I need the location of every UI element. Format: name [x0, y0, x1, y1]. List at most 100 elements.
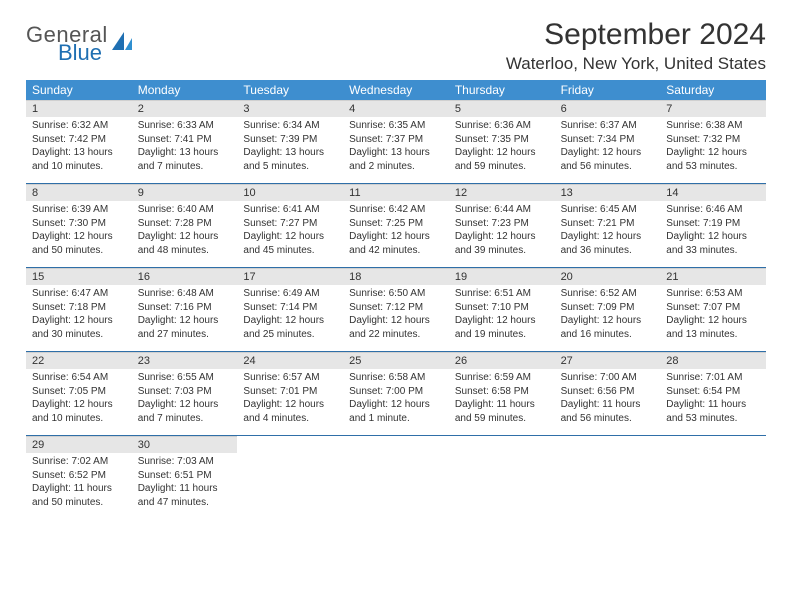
day-number-cell — [237, 436, 343, 453]
day-number-cell: 4 — [343, 100, 449, 117]
day-number-cell: 23 — [132, 352, 238, 369]
sunset-text: Sunset: 7:12 PM — [349, 301, 443, 315]
day-body-cell — [555, 453, 661, 517]
day-body-cell: Sunrise: 6:35 AMSunset: 7:37 PMDaylight:… — [343, 117, 449, 181]
day-number-cell: 5 — [449, 100, 555, 117]
daylight-text: Daylight: 13 hours and 5 minutes. — [243, 146, 337, 173]
sunrise-text: Sunrise: 6:57 AM — [243, 371, 337, 385]
daylight-text: Daylight: 11 hours and 50 minutes. — [32, 482, 126, 509]
title-block: September 2024 Waterloo, New York, Unite… — [506, 18, 766, 74]
sunrise-text: Sunrise: 7:01 AM — [666, 371, 760, 385]
sunset-text: Sunset: 7:41 PM — [138, 133, 232, 147]
day-body-cell: Sunrise: 6:46 AMSunset: 7:19 PMDaylight:… — [660, 201, 766, 265]
day-number-cell: 28 — [660, 352, 766, 369]
sunset-text: Sunset: 7:32 PM — [666, 133, 760, 147]
day-header: Thursday — [449, 80, 555, 100]
sunset-text: Sunset: 7:16 PM — [138, 301, 232, 315]
daylight-text: Daylight: 12 hours and 56 minutes. — [561, 146, 655, 173]
sunrise-text: Sunrise: 6:44 AM — [455, 203, 549, 217]
sunset-text: Sunset: 6:54 PM — [666, 385, 760, 399]
daylight-text: Daylight: 11 hours and 59 minutes. — [455, 398, 549, 425]
day-number-cell — [660, 436, 766, 453]
day-number-cell: 24 — [237, 352, 343, 369]
sunset-text: Sunset: 7:23 PM — [455, 217, 549, 231]
daylight-text: Daylight: 12 hours and 42 minutes. — [349, 230, 443, 257]
daylight-text: Daylight: 11 hours and 47 minutes. — [138, 482, 232, 509]
sunset-text: Sunset: 7:10 PM — [455, 301, 549, 315]
day-body-cell: Sunrise: 6:55 AMSunset: 7:03 PMDaylight:… — [132, 369, 238, 433]
sunrise-text: Sunrise: 6:51 AM — [455, 287, 549, 301]
day-header: Wednesday — [343, 80, 449, 100]
day-number-cell: 30 — [132, 436, 238, 453]
daylight-text: Daylight: 12 hours and 30 minutes. — [32, 314, 126, 341]
daylight-text: Daylight: 12 hours and 27 minutes. — [138, 314, 232, 341]
daylight-text: Daylight: 12 hours and 22 minutes. — [349, 314, 443, 341]
day-body-cell: Sunrise: 6:53 AMSunset: 7:07 PMDaylight:… — [660, 285, 766, 349]
sunrise-text: Sunrise: 6:49 AM — [243, 287, 337, 301]
location-subtitle: Waterloo, New York, United States — [506, 54, 766, 74]
sunrise-text: Sunrise: 6:37 AM — [561, 119, 655, 133]
daylight-text: Daylight: 11 hours and 56 minutes. — [561, 398, 655, 425]
day-number-cell: 26 — [449, 352, 555, 369]
daylight-text: Daylight: 13 hours and 2 minutes. — [349, 146, 443, 173]
sunrise-text: Sunrise: 6:35 AM — [349, 119, 443, 133]
sunset-text: Sunset: 7:28 PM — [138, 217, 232, 231]
sunrise-text: Sunrise: 6:42 AM — [349, 203, 443, 217]
sunset-text: Sunset: 7:05 PM — [32, 385, 126, 399]
sunset-text: Sunset: 7:01 PM — [243, 385, 337, 399]
sunrise-text: Sunrise: 6:41 AM — [243, 203, 337, 217]
day-body-cell: Sunrise: 6:36 AMSunset: 7:35 PMDaylight:… — [449, 117, 555, 181]
day-number-cell: 12 — [449, 184, 555, 201]
day-number-cell: 21 — [660, 268, 766, 285]
sunrise-text: Sunrise: 6:50 AM — [349, 287, 443, 301]
sunrise-text: Sunrise: 6:52 AM — [561, 287, 655, 301]
sunset-text: Sunset: 7:42 PM — [32, 133, 126, 147]
day-number-cell: 6 — [555, 100, 661, 117]
day-number-cell: 10 — [237, 184, 343, 201]
day-body-cell: Sunrise: 6:44 AMSunset: 7:23 PMDaylight:… — [449, 201, 555, 265]
daylight-text: Daylight: 12 hours and 59 minutes. — [455, 146, 549, 173]
daylight-text: Daylight: 12 hours and 10 minutes. — [32, 398, 126, 425]
sunrise-text: Sunrise: 6:33 AM — [138, 119, 232, 133]
day-number-cell: 20 — [555, 268, 661, 285]
daylight-text: Daylight: 12 hours and 36 minutes. — [561, 230, 655, 257]
day-number-cell: 17 — [237, 268, 343, 285]
day-number-cell: 27 — [555, 352, 661, 369]
sunset-text: Sunset: 6:52 PM — [32, 469, 126, 483]
day-number-cell: 14 — [660, 184, 766, 201]
sail-icon — [108, 28, 136, 61]
day-number-cell: 3 — [237, 100, 343, 117]
day-body-cell: Sunrise: 6:37 AMSunset: 7:34 PMDaylight:… — [555, 117, 661, 181]
day-number-cell: 7 — [660, 100, 766, 117]
daylight-text: Daylight: 12 hours and 1 minute. — [349, 398, 443, 425]
day-number-cell: 11 — [343, 184, 449, 201]
daylight-text: Daylight: 12 hours and 19 minutes. — [455, 314, 549, 341]
logo-text-blue: Blue — [26, 42, 108, 64]
sunset-text: Sunset: 7:27 PM — [243, 217, 337, 231]
month-title: September 2024 — [506, 18, 766, 52]
sunset-text: Sunset: 6:56 PM — [561, 385, 655, 399]
sunrise-text: Sunrise: 6:32 AM — [32, 119, 126, 133]
day-number-cell: 16 — [132, 268, 238, 285]
sunrise-text: Sunrise: 6:48 AM — [138, 287, 232, 301]
daylight-text: Daylight: 12 hours and 48 minutes. — [138, 230, 232, 257]
day-body-cell: Sunrise: 6:59 AMSunset: 6:58 PMDaylight:… — [449, 369, 555, 433]
logo: General Blue — [26, 18, 136, 64]
sunset-text: Sunset: 7:30 PM — [32, 217, 126, 231]
sunrise-text: Sunrise: 6:55 AM — [138, 371, 232, 385]
header-block: General Blue September 2024 Waterloo, Ne… — [26, 18, 766, 74]
day-body-cell: Sunrise: 6:45 AMSunset: 7:21 PMDaylight:… — [555, 201, 661, 265]
sunset-text: Sunset: 7:25 PM — [349, 217, 443, 231]
day-body-cell: Sunrise: 6:32 AMSunset: 7:42 PMDaylight:… — [26, 117, 132, 181]
day-number-cell: 19 — [449, 268, 555, 285]
sunset-text: Sunset: 7:14 PM — [243, 301, 337, 315]
day-body-cell: Sunrise: 6:38 AMSunset: 7:32 PMDaylight:… — [660, 117, 766, 181]
sunrise-text: Sunrise: 6:45 AM — [561, 203, 655, 217]
sunset-text: Sunset: 6:51 PM — [138, 469, 232, 483]
day-number-cell: 25 — [343, 352, 449, 369]
day-number-cell: 2 — [132, 100, 238, 117]
daylight-text: Daylight: 12 hours and 53 minutes. — [666, 146, 760, 173]
day-body-cell — [660, 453, 766, 517]
day-body-cell: Sunrise: 6:50 AMSunset: 7:12 PMDaylight:… — [343, 285, 449, 349]
day-number-cell: 29 — [26, 436, 132, 453]
